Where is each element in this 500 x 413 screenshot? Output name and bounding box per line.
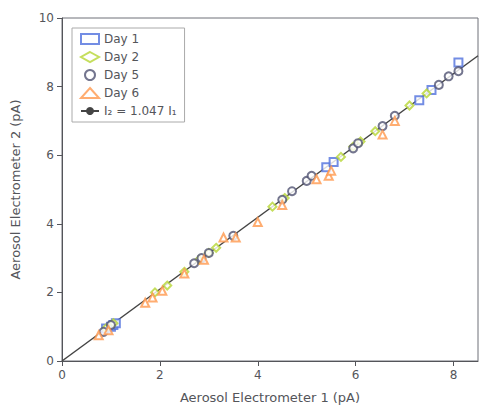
svg-text:Day 1: Day 1 [104, 32, 139, 46]
svg-text:4: 4 [46, 217, 54, 231]
svg-text:4: 4 [254, 368, 262, 382]
svg-text:2: 2 [156, 368, 164, 382]
svg-text:6: 6 [352, 368, 360, 382]
svg-text:0: 0 [46, 354, 54, 368]
svg-text:Day 2: Day 2 [104, 50, 139, 64]
svg-text:10: 10 [39, 11, 54, 25]
svg-text:0: 0 [58, 368, 66, 382]
svg-text:Day 6: Day 6 [104, 86, 139, 100]
svg-text:8: 8 [46, 80, 54, 94]
svg-text:6: 6 [46, 148, 54, 162]
svg-text:Day 5: Day 5 [104, 68, 139, 82]
svg-text:Aerosol Electrometer 2 (pA): Aerosol Electrometer 2 (pA) [8, 99, 23, 279]
svg-text:Aerosol Electrometer 1 (pA): Aerosol Electrometer 1 (pA) [180, 390, 360, 405]
svg-text:8: 8 [450, 368, 458, 382]
svg-text:2: 2 [46, 285, 54, 299]
svg-text:I₂ = 1.047 I₁: I₂ = 1.047 I₁ [104, 104, 177, 118]
